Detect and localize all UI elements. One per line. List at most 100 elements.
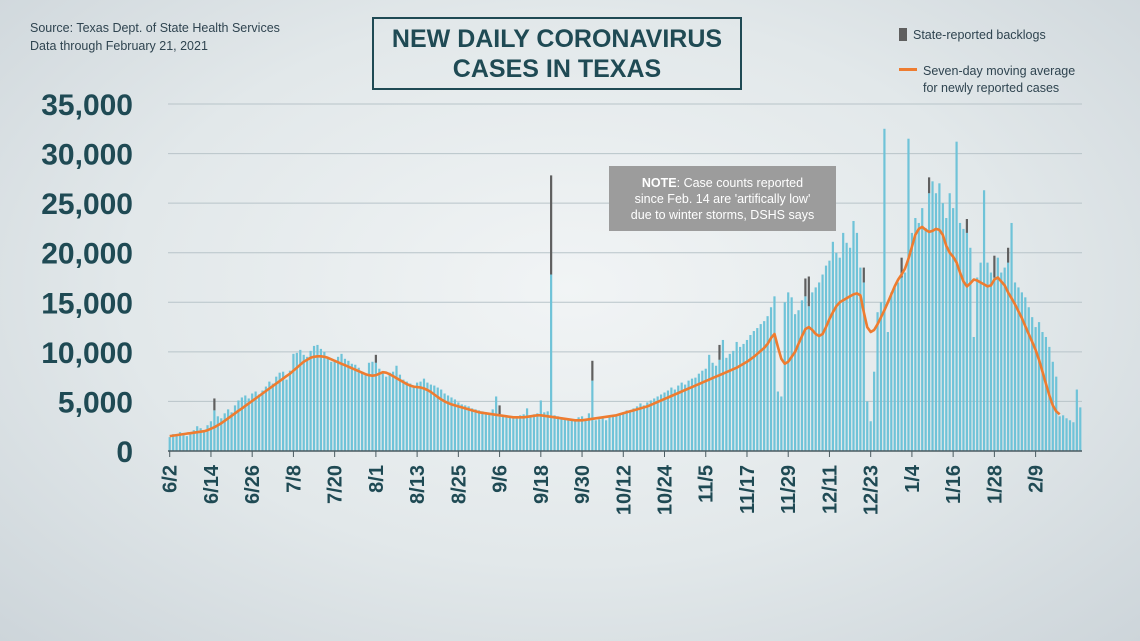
case-bar — [192, 430, 195, 451]
case-bar — [742, 343, 745, 451]
case-bar — [769, 307, 773, 451]
case-bar — [982, 190, 986, 452]
case-bar — [728, 353, 731, 451]
case-bar — [543, 412, 546, 451]
x-tick-label: 7/8 — [283, 465, 305, 493]
case-bar — [501, 415, 505, 451]
case-bar — [288, 370, 292, 451]
case-bar — [553, 415, 556, 451]
case-bar — [419, 381, 422, 451]
title-line-1: NEW DAILY CORONAVIRUS — [391, 24, 723, 53]
case-bar — [1062, 415, 1065, 451]
case-bar — [635, 406, 639, 451]
case-bar — [879, 302, 883, 451]
case-bar — [1055, 376, 1058, 451]
case-bar — [550, 274, 553, 451]
case-bar — [522, 414, 525, 451]
case-bar — [285, 379, 288, 451]
case-bar — [244, 395, 247, 451]
case-bar — [670, 387, 673, 451]
case-bar — [254, 391, 257, 451]
case-bar — [804, 296, 807, 451]
case-bar — [477, 410, 481, 451]
case-bar — [1003, 267, 1006, 451]
x-tick-label: 10/12 — [613, 465, 635, 515]
case-bar — [580, 416, 584, 451]
case-bar — [295, 352, 298, 451]
case-bar — [629, 412, 632, 451]
case-bar — [969, 247, 972, 451]
case-bar — [216, 416, 219, 451]
case-bar — [1017, 287, 1020, 451]
case-bar — [783, 302, 786, 451]
case-bar — [756, 328, 759, 451]
case-bar — [412, 386, 415, 451]
case-bar — [374, 362, 377, 451]
case-bar — [835, 252, 838, 451]
case-bar — [388, 372, 391, 451]
case-bar — [340, 353, 343, 451]
case-bar — [182, 434, 185, 451]
case-bar — [357, 367, 360, 451]
backlog-bar — [591, 360, 594, 381]
case-bar — [209, 421, 213, 451]
case-bar — [446, 395, 450, 451]
case-bar — [972, 336, 975, 451]
case-bar — [189, 433, 192, 451]
case-bar — [319, 348, 323, 451]
case-bar — [587, 413, 591, 451]
case-bar — [883, 128, 886, 452]
case-bar — [282, 371, 285, 451]
case-bar — [938, 183, 941, 452]
case-bar — [539, 400, 542, 451]
backlog-swatch — [899, 28, 907, 41]
backlog-bar — [1007, 247, 1010, 263]
case-bar — [649, 400, 652, 451]
case-bar — [268, 381, 271, 451]
case-bar — [395, 365, 398, 451]
case-bar — [202, 431, 206, 451]
case-bar — [924, 227, 927, 451]
case-bar — [309, 350, 312, 451]
case-bar — [213, 410, 216, 451]
case-bar — [608, 417, 611, 451]
case-bar — [378, 368, 381, 451]
case-bar — [336, 356, 340, 451]
case-bar — [666, 390, 670, 451]
x-tick-label: 9/6 — [490, 465, 512, 493]
case-bar — [316, 344, 319, 451]
case-bar — [464, 405, 467, 451]
case-bar — [917, 222, 920, 451]
backlog-bar — [213, 398, 216, 411]
case-bar — [495, 396, 498, 451]
case-bar — [931, 181, 934, 451]
case-bar — [271, 383, 274, 451]
case-bar — [690, 378, 694, 451]
case-bar — [1010, 222, 1013, 451]
case-bar — [1065, 418, 1068, 451]
backlog-bar — [993, 255, 996, 278]
x-tick-label: 12/11 — [819, 465, 841, 514]
x-tick-label: 8/1 — [366, 465, 388, 493]
case-bar — [178, 432, 182, 451]
y-tick-label: 20,000 — [41, 238, 133, 271]
x-tick-label: 2/9 — [1026, 465, 1048, 493]
case-bar — [354, 364, 357, 451]
case-bar — [350, 363, 353, 451]
case-bar — [739, 346, 742, 451]
case-bar — [172, 434, 175, 451]
case-bar — [625, 410, 628, 451]
case-bar — [330, 361, 333, 451]
x-tick-label: 1/28 — [984, 465, 1006, 504]
case-bar — [598, 419, 601, 451]
case-bar — [1024, 297, 1027, 451]
case-bar — [1041, 332, 1044, 451]
case-bar — [873, 371, 876, 451]
case-bar — [367, 362, 371, 451]
case-bar — [168, 437, 171, 451]
case-bar — [800, 300, 804, 451]
y-tick-label: 5,000 — [58, 386, 133, 419]
case-bar — [536, 413, 539, 451]
case-bar — [996, 257, 999, 451]
